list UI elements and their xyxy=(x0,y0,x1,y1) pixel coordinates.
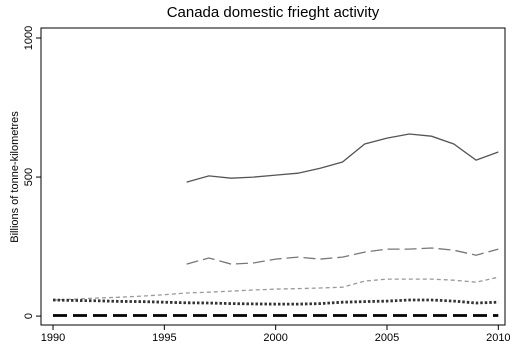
y-axis-label: Billions of tonne-kilometres xyxy=(9,111,21,243)
x-tick-label: 2010 xyxy=(486,332,510,344)
plot-frame xyxy=(40,27,506,326)
x-tick-label: 1990 xyxy=(41,332,65,344)
series-line xyxy=(186,247,499,265)
chart-title: Canada domestic frieght activity xyxy=(167,4,380,21)
y-tick-label: 0 xyxy=(23,313,35,319)
series-line xyxy=(52,298,499,306)
y-tick-label: 1000 xyxy=(23,26,35,50)
series-line xyxy=(52,276,499,301)
series-line xyxy=(186,133,499,183)
x-tick-label: 2005 xyxy=(375,332,399,344)
x-tick-label: 1995 xyxy=(152,332,176,344)
y-tick-label: 500 xyxy=(23,168,35,186)
x-tick-label: 2000 xyxy=(263,332,287,344)
